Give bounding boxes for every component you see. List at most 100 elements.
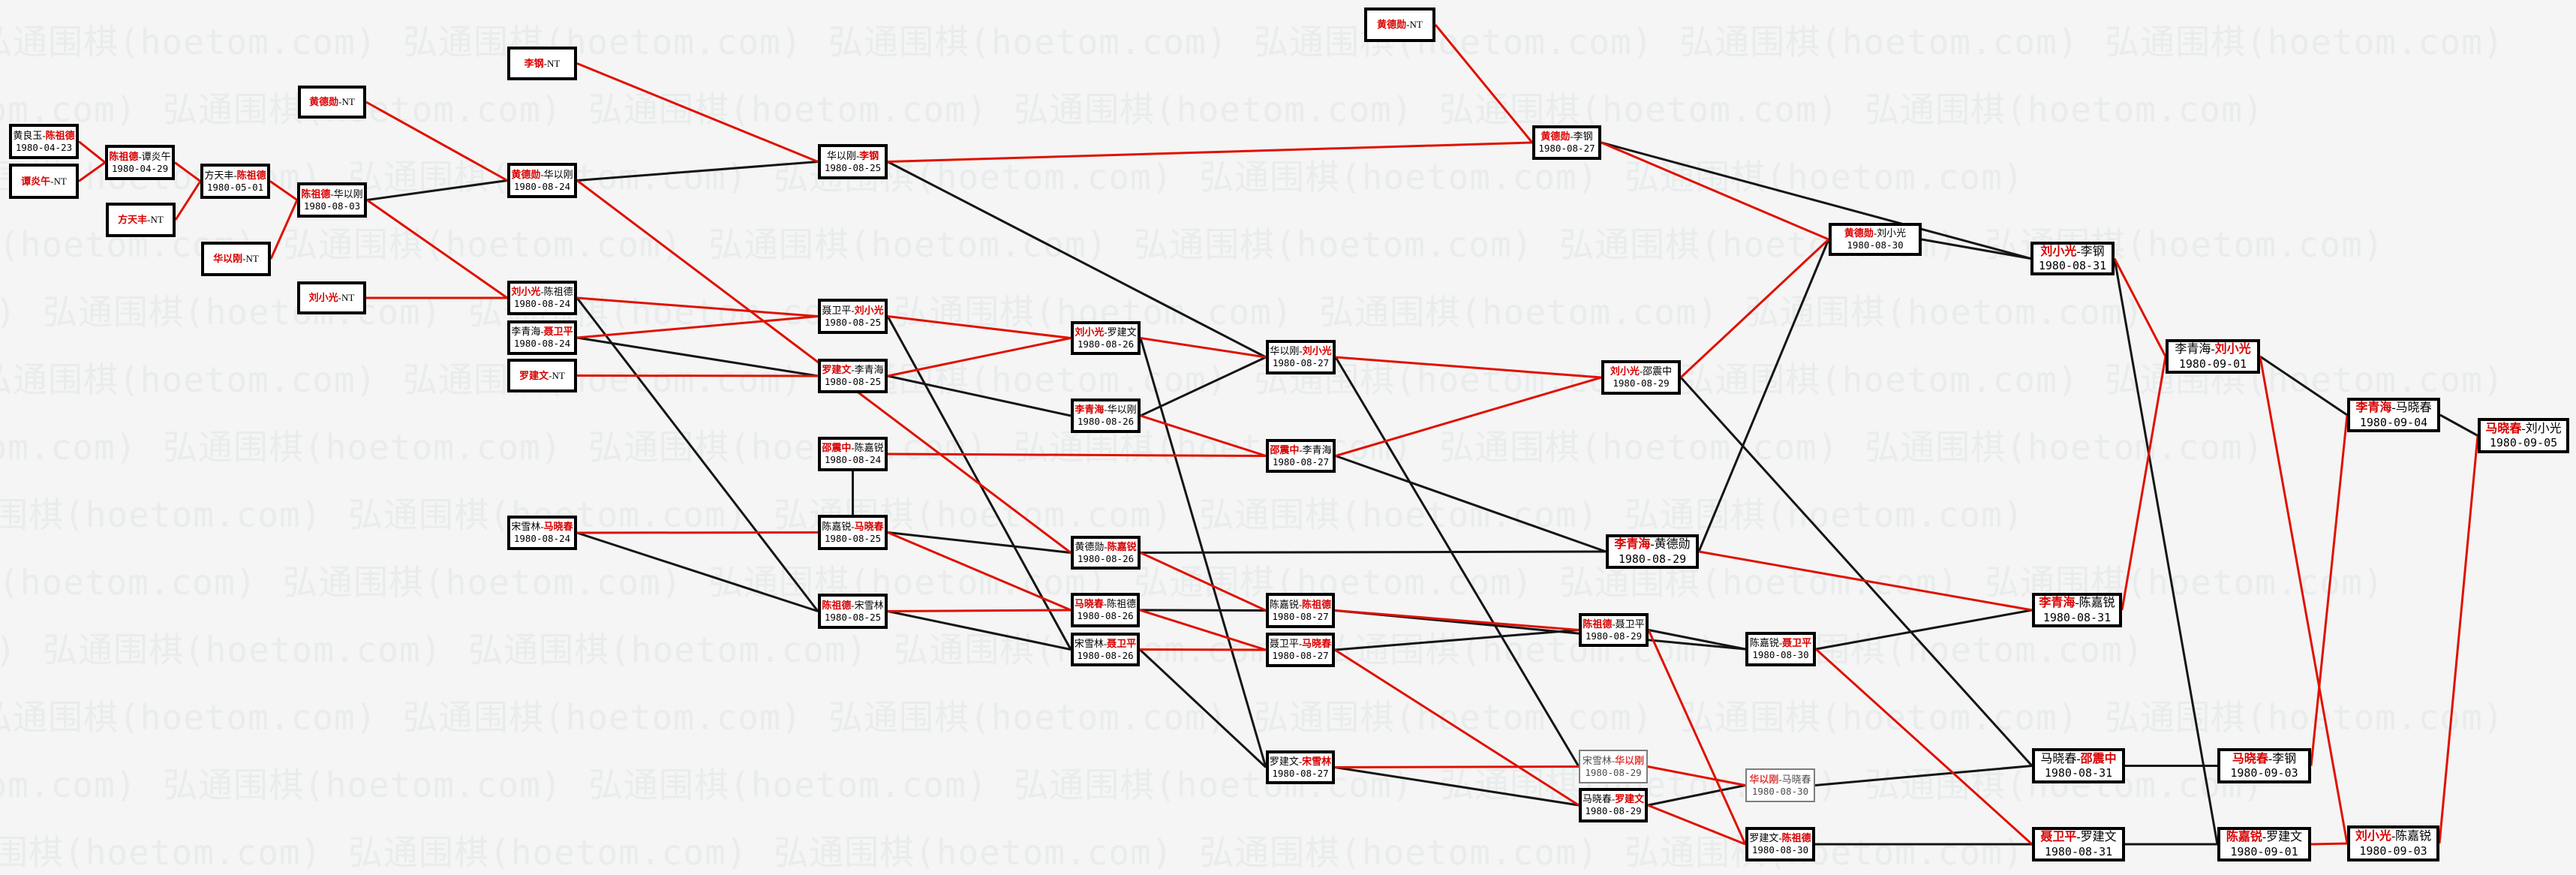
game-node-黄德勋-NT[interactable]: 黄德勋-NT	[1364, 8, 1435, 42]
game-players-label: 华以刚-NT	[213, 253, 259, 265]
game-node-刘小光-罗建文-1980-08-26[interactable]: 刘小光-罗建文 1980-08-26	[1071, 321, 1141, 355]
game-node-陈嘉锐-罗建文-1980-09-01[interactable]: 陈嘉锐-罗建文 1980-09-01	[2217, 827, 2311, 861]
player-name: 聂卫平	[1269, 638, 1299, 650]
game-node-马晓春-邵震中-1980-08-31[interactable]: 马晓春-邵震中 1980-08-31	[2032, 748, 2125, 783]
name-separator: -	[1104, 540, 1108, 552]
game-players-label: 刘小光-李钢	[2040, 245, 2104, 260]
player-name: 陈嘉锐	[1749, 637, 1779, 649]
game-node-华以刚-马晓春-1980-08-30[interactable]: 华以刚-马晓春 1980-08-30	[1745, 768, 1815, 802]
winner-path-line	[1140, 414, 1267, 457]
game-node-聂卫平-刘小光-1980-08-25[interactable]: 聂卫平-刘小光 1980-08-25	[818, 299, 888, 334]
game-players-label: 马晓春-罗建文	[1583, 793, 1644, 805]
game-node-刘小光-李钢-1980-08-31[interactable]: 刘小光-李钢 1980-08-31	[2030, 242, 2115, 275]
game-node-李青海-刘小光-1980-09-01[interactable]: 李青海-刘小光 1980-09-01	[2166, 339, 2260, 374]
game-node-刘小光-陈祖德-1980-08-24[interactable]: 刘小光-陈祖德 1980-08-24	[507, 281, 577, 315]
winner-path-line	[1814, 648, 2033, 846]
game-node-李青海-马晓春-1980-09-04[interactable]: 李青海-马晓春 1980-09-04	[2347, 398, 2440, 432]
game-node-刘小光-陈嘉锐-1980-09-03[interactable]: 刘小光-陈嘉锐 1980-09-03	[2347, 825, 2439, 861]
game-node-谭炎午-NT[interactable]: 谭炎午-NT	[9, 164, 79, 199]
game-node-罗建文-李青海-1980-08-25[interactable]: 罗建文-李青海 1980-08-25	[818, 359, 888, 393]
game-node-宋雪林-马晓春-1980-08-24[interactable]: 宋雪林-马晓春 1980-08-24	[507, 516, 577, 550]
game-node-李青海-华以刚-1980-08-26[interactable]: 李青海-华以刚 1980-08-26	[1071, 398, 1141, 433]
loser-path-line	[887, 374, 1072, 417]
winner-name: 刘小光	[308, 292, 338, 304]
winner-path-line	[2259, 356, 2349, 844]
name-separator: -	[540, 326, 544, 338]
game-node-华以刚-李钢-1980-08-25[interactable]: 华以刚-李钢 1980-08-25	[818, 144, 888, 179]
game-players-label: 陈嘉锐-马晓春	[822, 521, 883, 533]
game-players-label: 李青海-黄德勋	[1614, 537, 1690, 552]
game-node-刘小光-NT[interactable]: 刘小光-NT	[297, 281, 366, 314]
name-separator: -	[1103, 598, 1108, 610]
game-node-罗建文-陈祖德-1980-08-30[interactable]: 罗建文-陈祖德 1980-08-30	[1745, 827, 1815, 861]
game-node-黄德勋-NT[interactable]: 黄德勋-NT	[298, 86, 366, 119]
game-node-陈祖德-谭炎午-1980-04-29[interactable]: 陈祖德-谭炎午 1980-04-29	[105, 145, 175, 180]
game-players-label: 刘小光-罗建文	[1075, 326, 1136, 338]
winner-name: 聂卫平	[1107, 637, 1137, 649]
winner-path-line	[887, 141, 1533, 163]
game-date: 1980-08-26	[1077, 649, 1134, 661]
game-players-label: 陈祖德-宋雪林	[822, 600, 883, 612]
game-node-黄良玉-陈祖德-1980-04-23[interactable]: 黄良玉-陈祖德 1980-04-23	[9, 124, 79, 159]
game-players-label: 李青海-马晓春	[2355, 401, 2431, 416]
winner-path-line	[1434, 24, 1534, 143]
game-node-黄德勋-刘小光-1980-08-30[interactable]: 黄德勋-刘小光 1980-08-30	[1829, 223, 1922, 256]
winner-name: 黄德勋	[1540, 131, 1571, 143]
game-node-马晓春-陈祖德-1980-08-26[interactable]: 马晓春-陈祖德 1980-08-26	[1071, 593, 1140, 627]
player-name: 陈嘉锐	[2395, 830, 2432, 843]
game-node-聂卫平-罗建文-1980-08-31[interactable]: 聂卫平-罗建文 1980-08-31	[2032, 827, 2125, 861]
game-node-黄德勋-华以刚-1980-08-24[interactable]: 黄德勋-华以刚 1980-08-24	[507, 163, 577, 198]
winner-path-line	[887, 453, 1267, 457]
game-date: 1980-08-30	[1751, 844, 1809, 856]
game-node-方天丰-NT[interactable]: 方天丰-NT	[106, 203, 176, 237]
game-node-邵震中-李青海-1980-08-27[interactable]: 邵震中-李青海 1980-08-27	[1266, 439, 1336, 473]
winner-name: 陈祖德	[1302, 598, 1332, 610]
player-name: 宋雪林	[511, 521, 541, 533]
game-node-陈嘉锐-马晓春-1980-08-25[interactable]: 陈嘉锐-马晓春 1980-08-25	[818, 515, 888, 550]
winner-path-line	[576, 315, 819, 339]
game-node-黄德勋-李钢-1980-08-27[interactable]: 黄德勋-李钢 1980-08-27	[1532, 125, 1601, 160]
winner-path-line	[887, 609, 1072, 612]
game-node-马晓春-刘小光-1980-09-05[interactable]: 马晓春-刘小光 1980-09-05	[2478, 418, 2569, 453]
game-node-刘小光-邵震中-1980-08-29[interactable]: 刘小光-邵震中 1980-08-29	[1601, 360, 1681, 395]
game-node-方天丰-陈祖德-1980-05-01[interactable]: 方天丰-陈祖德 1980-05-01	[200, 164, 270, 199]
game-node-宋雪林-聂卫平-1980-08-26[interactable]: 宋雪林-聂卫平 1980-08-26	[1071, 633, 1140, 666]
game-node-陈祖德-宋雪林-1980-08-25[interactable]: 陈祖德-宋雪林 1980-08-25	[818, 594, 888, 629]
game-node-陈嘉锐-聂卫平-1980-08-30[interactable]: 陈嘉锐-聂卫平 1980-08-30	[1745, 632, 1816, 666]
game-node-华以刚-刘小光-1980-08-27[interactable]: 华以刚-刘小光 1980-08-27	[1266, 340, 1336, 374]
game-node-华以刚-NT[interactable]: 华以刚-NT	[201, 242, 271, 276]
game-date: 1980-08-25	[824, 376, 882, 388]
name-separator: -	[50, 175, 54, 187]
name-separator: -	[1103, 637, 1108, 649]
game-node-陈祖德-华以刚-1980-08-03[interactable]: 陈祖德-华以刚 1980-08-03	[297, 182, 367, 218]
game-node-陈嘉锐-陈祖德-1980-08-27[interactable]: 陈嘉锐-陈祖德 1980-08-27	[1266, 593, 1335, 628]
game-node-李青海-黄德勋-1980-08-29[interactable]: 李青海-黄德勋 1980-08-29	[1606, 534, 1699, 569]
game-node-李青海-聂卫平-1980-08-24[interactable]: 李青海-聂卫平 1980-08-24	[507, 320, 577, 355]
name-separator: -	[1298, 755, 1303, 767]
name-separator: -	[2076, 245, 2081, 258]
game-date: 1980-08-27	[1272, 610, 1329, 622]
game-node-罗建文-NT[interactable]: 罗建文-NT	[507, 359, 577, 392]
player-name: 马晓春	[2395, 401, 2432, 415]
winner-name: 李钢	[524, 57, 544, 69]
player-name: 宋雪林	[1582, 754, 1612, 766]
name-separator: -	[851, 520, 855, 532]
game-node-陈祖德-聂卫平-1980-08-29[interactable]: 陈祖德-聂卫平 1980-08-29	[1579, 613, 1649, 647]
winner-path-line	[2310, 414, 2349, 766]
game-node-李钢-NT[interactable]: 李钢-NT	[507, 47, 577, 80]
game-node-李青海-陈嘉锐-1980-08-31[interactable]: 李青海-陈嘉锐 1980-08-31	[2032, 593, 2122, 627]
game-players-label: 黄良玉-陈祖德	[13, 130, 74, 142]
game-node-邵震中-陈嘉锐-1980-08-24[interactable]: 邵震中-陈嘉锐 1980-08-24	[818, 437, 888, 471]
player-name: 李钢	[2080, 245, 2105, 258]
loser-path-line	[1335, 455, 1607, 553]
game-node-黄德勋-陈嘉锐-1980-08-26[interactable]: 黄德勋-陈嘉锐 1980-08-26	[1071, 536, 1141, 570]
game-node-罗建文-宋雪林-1980-08-27[interactable]: 罗建文-宋雪林 1980-08-27	[1266, 750, 1335, 784]
name-separator: -	[1104, 326, 1108, 338]
game-node-聂卫平-马晓春-1980-08-27[interactable]: 聂卫平-马晓春 1980-08-27	[1266, 633, 1335, 667]
game-node-马晓春-罗建文-1980-08-29[interactable]: 马晓春-罗建文 1980-08-29	[1579, 788, 1648, 822]
game-node-宋雪林-华以刚-1980-08-29[interactable]: 宋雪林-华以刚 1980-08-29	[1579, 750, 1648, 783]
name-separator: -	[540, 286, 544, 298]
game-node-马晓春-李钢-1980-09-03[interactable]: 马晓春-李钢 1980-09-03	[2217, 748, 2311, 783]
winner-path-line	[1679, 238, 1830, 379]
